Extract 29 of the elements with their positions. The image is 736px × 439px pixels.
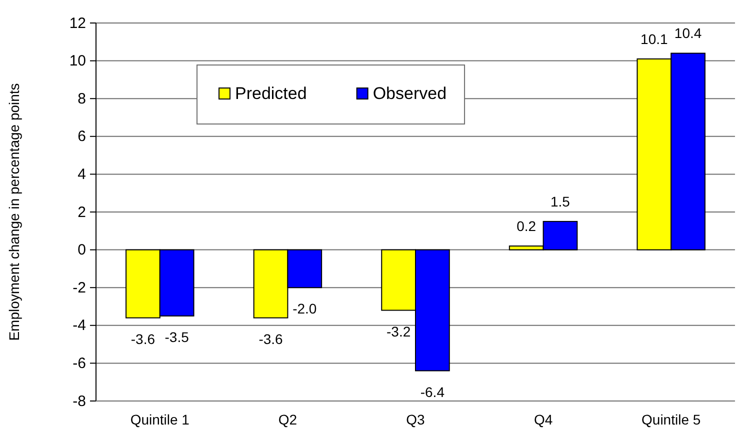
y-tick-label: 0 bbox=[78, 242, 86, 259]
y-tick-label: -6 bbox=[72, 355, 86, 372]
data-label: 10.1 bbox=[640, 30, 668, 47]
x-tick-label: Quintile 5 bbox=[642, 411, 701, 428]
y-tick-label: 8 bbox=[78, 90, 86, 108]
data-label: 1.5 bbox=[550, 193, 570, 210]
x-tick-label: Quintile 1 bbox=[130, 411, 190, 428]
data-label: 10.4 bbox=[674, 25, 702, 42]
data-label: -3.6 bbox=[130, 330, 156, 347]
y-tick-label: 6 bbox=[78, 128, 86, 146]
y-tick-label: 2 bbox=[78, 204, 86, 221]
y-axis-title: Employment change in percentage points bbox=[6, 83, 22, 341]
x-tick-label: Q4 bbox=[534, 411, 553, 428]
data-label: -3.6 bbox=[258, 330, 284, 347]
legend-label: Observed bbox=[372, 84, 447, 103]
data-label: -3.5 bbox=[164, 328, 190, 345]
y-tick-label: -2 bbox=[72, 279, 86, 296]
x-tick-label: Q2 bbox=[278, 411, 298, 428]
data-label: -3.2 bbox=[386, 323, 411, 340]
y-tick-label: 4 bbox=[78, 166, 86, 183]
y-tick-label: -4 bbox=[72, 317, 86, 334]
y-tick-label: 10 bbox=[69, 52, 86, 70]
y-tick-label: -8 bbox=[72, 392, 86, 410]
y-tick-label: 12 bbox=[69, 14, 86, 32]
x-tick-label: Q3 bbox=[406, 411, 426, 428]
data-label: 0.2 bbox=[516, 218, 536, 234]
data-label: -2.0 bbox=[292, 300, 317, 317]
legend-label: Predicted bbox=[235, 84, 307, 103]
data-label: -6.4 bbox=[420, 384, 445, 400]
